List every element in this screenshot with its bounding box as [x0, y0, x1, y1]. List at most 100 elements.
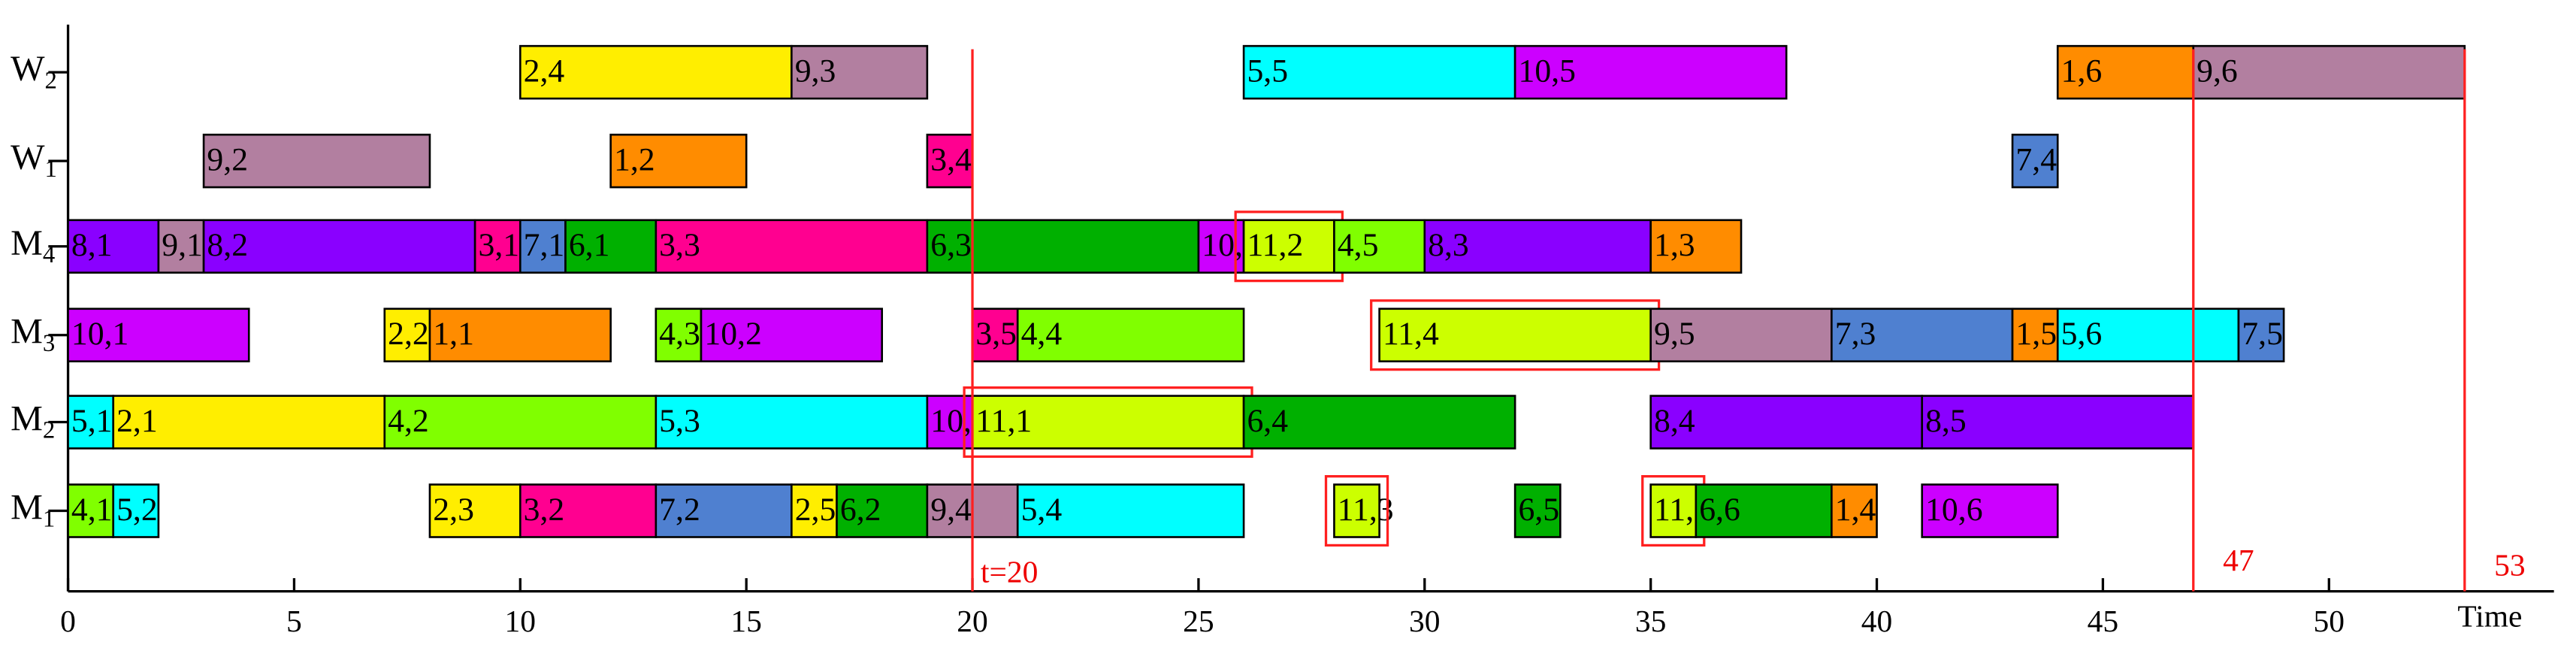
x-tick-label: 40: [1861, 604, 1893, 638]
x-tick-label: 35: [1635, 604, 1667, 638]
row-label-main: W: [11, 49, 45, 89]
task-label: 1,4: [1835, 492, 1876, 528]
task-label: 6,6: [1699, 492, 1740, 528]
task-label: 9,4: [930, 492, 972, 528]
task-label: 8,2: [207, 227, 248, 263]
row-label: M4: [11, 223, 55, 268]
task-label: 5,4: [1021, 492, 1063, 528]
task-bar: [1513, 44, 1788, 100]
task-label: 3,1: [478, 227, 519, 263]
row-label-sub: 3: [43, 329, 55, 356]
task-label: 6,5: [1519, 492, 1560, 528]
task-label: 11,3: [1338, 492, 1394, 528]
task-label: 2,4: [524, 53, 565, 89]
task-label: 8,4: [1654, 403, 1695, 439]
task-bar: [1513, 483, 1562, 538]
task-label: 5,6: [2061, 316, 2103, 352]
task-label: 9,5: [1654, 316, 1695, 352]
task-bar: [1378, 307, 1652, 363]
task-bar: [2011, 133, 2059, 189]
row-label-main: M: [11, 312, 43, 352]
task-bar: [609, 133, 748, 189]
task-label: 8,3: [1428, 227, 1469, 263]
task-bar: [1695, 483, 1833, 538]
row-label: M2: [11, 399, 55, 444]
task-bar: [519, 483, 658, 538]
row-label: M1: [11, 488, 55, 533]
row-label-sub: 1: [44, 156, 56, 183]
task-label: 7,4: [2015, 141, 2057, 177]
task-label: 11,1: [975, 403, 1032, 439]
task-label: 3,2: [524, 492, 565, 528]
row-label-sub: 2: [43, 416, 55, 444]
x-tick-label: 0: [60, 604, 76, 638]
task-label: 6,2: [840, 492, 881, 528]
task-label: 2,5: [795, 492, 836, 528]
task-bar: [519, 219, 567, 274]
task-label: 3,3: [659, 227, 700, 263]
task-label: 7,5: [2242, 316, 2283, 352]
x-tick-label: 15: [730, 604, 762, 638]
task-label: 4,4: [1021, 316, 1063, 352]
task-label: 10,2: [704, 316, 761, 352]
task-bar: [1333, 483, 1380, 538]
task-label: 11,2: [1247, 227, 1303, 263]
x-tick-label: 5: [286, 604, 302, 638]
task-label: 6,1: [569, 227, 610, 263]
task-label: 4,2: [388, 403, 429, 439]
task-label: 8,1: [71, 227, 113, 263]
task-label: 1,1: [433, 316, 474, 352]
task-bar: [67, 219, 160, 274]
task-bar: [1649, 395, 1924, 450]
task-bar: [428, 307, 612, 363]
task-bar: [1242, 219, 1335, 274]
marker-label: 53: [2494, 548, 2526, 583]
task-bar: [2237, 307, 2285, 363]
task-bar: [700, 307, 884, 363]
task-label: 4,1: [71, 492, 113, 528]
task-bar: [1242, 44, 1516, 100]
task-bar: [1423, 219, 1652, 274]
task-bar: [112, 395, 386, 450]
x-tick-label: 10: [505, 604, 537, 638]
task-bar: [67, 483, 115, 538]
task-label: 5,2: [116, 492, 158, 528]
task-label: 3,5: [975, 316, 1017, 352]
task-bar: [791, 483, 838, 538]
x-tick-label: 45: [2088, 604, 2119, 638]
task-label: 4,5: [1338, 227, 1379, 263]
task-bar: [926, 133, 974, 189]
task-bar: [1831, 483, 1878, 538]
task-label: 2,3: [433, 492, 474, 528]
task-label: 10,5: [1519, 53, 1576, 89]
task-label: 10,6: [1925, 492, 1982, 528]
task-bar: [1921, 395, 2195, 450]
row-label-sub: 4: [43, 241, 55, 268]
task-bar: [1831, 307, 2014, 363]
task-bar: [655, 395, 929, 450]
task-bar: [2056, 44, 2195, 100]
task-label: 4,3: [659, 316, 700, 352]
task-bar: [655, 307, 703, 363]
task-bar: [383, 395, 658, 450]
task-bar: [67, 307, 250, 363]
task-bar: [1649, 483, 1698, 538]
row-label: W2: [11, 49, 57, 94]
task-label: 10,1: [71, 316, 128, 352]
task-bar: [202, 133, 431, 189]
x-tick-label: 20: [957, 604, 988, 638]
task-label: 2,1: [116, 403, 158, 439]
task-bar: [1649, 307, 1833, 363]
task-label: 8,5: [1925, 403, 1967, 439]
row-label: W1: [11, 138, 57, 183]
row-label-main: M: [11, 488, 43, 528]
row-label: M3: [11, 312, 55, 357]
task-label: 3,4: [930, 141, 972, 177]
task-label: 9,1: [162, 227, 203, 263]
task-label: 5,5: [1247, 53, 1288, 89]
task-label: 1,5: [2015, 316, 2057, 352]
marker-label: t=20: [981, 554, 1038, 589]
task-label: 11,4: [1383, 316, 1439, 352]
task-label: 6,3: [930, 227, 972, 263]
